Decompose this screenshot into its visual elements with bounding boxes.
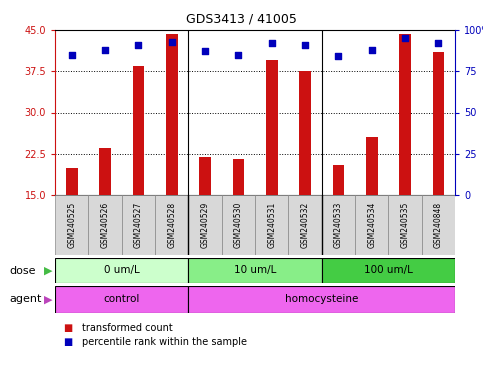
Bar: [399, 35, 411, 195]
Bar: [266, 60, 278, 195]
Text: ▶: ▶: [43, 265, 52, 275]
Point: [234, 52, 242, 58]
Text: transformed count: transformed count: [82, 323, 173, 333]
Text: ■: ■: [63, 323, 72, 333]
Text: GSM240525: GSM240525: [67, 202, 76, 248]
Point: [268, 40, 275, 46]
Point: [68, 52, 75, 58]
Point: [401, 35, 409, 41]
Bar: [388, 195, 422, 255]
Point: [134, 42, 142, 48]
Bar: [188, 258, 322, 283]
Text: GSM240527: GSM240527: [134, 202, 143, 248]
Text: GDS3413 / 41005: GDS3413 / 41005: [186, 12, 297, 25]
Bar: [55, 286, 188, 313]
Text: ■: ■: [63, 337, 72, 347]
Bar: [432, 52, 444, 195]
Bar: [88, 195, 122, 255]
Text: GSM240531: GSM240531: [267, 202, 276, 248]
Bar: [188, 195, 222, 255]
Bar: [99, 148, 111, 195]
Text: GSM240528: GSM240528: [167, 202, 176, 248]
Text: GSM240534: GSM240534: [367, 202, 376, 248]
Bar: [122, 195, 155, 255]
Bar: [132, 66, 144, 195]
Text: 100 um/L: 100 um/L: [364, 265, 413, 275]
Bar: [299, 71, 311, 195]
Bar: [55, 195, 88, 255]
Text: GSM240529: GSM240529: [200, 202, 210, 248]
Point: [334, 53, 342, 60]
Text: dose: dose: [10, 265, 36, 275]
Bar: [232, 159, 244, 195]
Point: [201, 48, 209, 55]
Text: GSM240532: GSM240532: [300, 202, 310, 248]
Bar: [366, 137, 378, 195]
Bar: [222, 195, 255, 255]
Text: GSM240535: GSM240535: [400, 202, 410, 248]
Text: GSM240533: GSM240533: [334, 202, 343, 248]
Point: [168, 38, 175, 45]
Bar: [322, 195, 355, 255]
Bar: [255, 195, 288, 255]
Text: GSM240530: GSM240530: [234, 202, 243, 248]
Bar: [155, 195, 188, 255]
Text: homocysteine: homocysteine: [285, 295, 358, 305]
Bar: [288, 195, 322, 255]
Point: [435, 40, 442, 46]
Point: [101, 47, 109, 53]
Bar: [322, 258, 455, 283]
Point: [301, 42, 309, 48]
Text: percentile rank within the sample: percentile rank within the sample: [82, 337, 247, 347]
Text: GSM240526: GSM240526: [100, 202, 110, 248]
Text: control: control: [103, 295, 140, 305]
Text: 10 um/L: 10 um/L: [234, 265, 276, 275]
Bar: [199, 157, 211, 195]
Bar: [332, 165, 344, 195]
Bar: [66, 167, 77, 195]
Text: GSM240848: GSM240848: [434, 202, 443, 248]
Bar: [55, 258, 188, 283]
Bar: [355, 195, 388, 255]
Text: ▶: ▶: [43, 295, 52, 305]
Bar: [166, 35, 177, 195]
Text: agent: agent: [10, 295, 42, 305]
Bar: [422, 195, 455, 255]
Point: [368, 47, 375, 53]
Text: 0 um/L: 0 um/L: [104, 265, 140, 275]
Bar: [188, 286, 455, 313]
